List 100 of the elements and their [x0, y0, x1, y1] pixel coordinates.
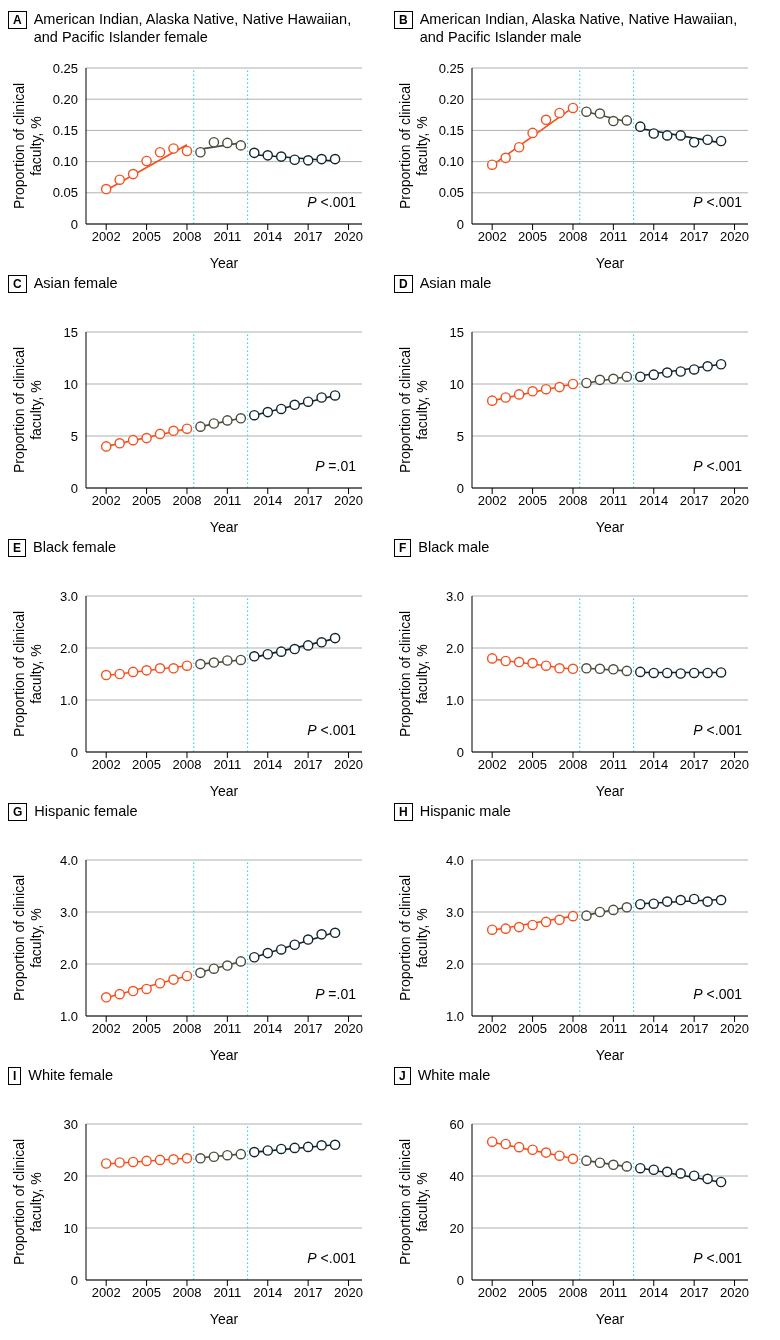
point: [262, 150, 274, 161]
point: [688, 136, 700, 148]
point: [222, 960, 233, 971]
x-axis-title: Year: [595, 1047, 625, 1063]
y-axis-title: Proportion of clinical faculty, %: [11, 610, 44, 738]
text: C: [8, 275, 27, 293]
point: [195, 146, 206, 158]
point: [500, 152, 511, 164]
point: [513, 389, 525, 400]
point: [608, 664, 619, 675]
point: [248, 651, 260, 662]
x-tick-label: 2017: [293, 1021, 323, 1037]
point: [127, 985, 139, 997]
y-tick-label: 0.25: [438, 60, 464, 76]
point: [181, 1153, 193, 1164]
point: [222, 415, 233, 426]
y-tick-label: 1.0: [59, 1008, 78, 1024]
x-tick-label: 2014: [639, 493, 669, 509]
point: [567, 102, 579, 114]
x-tick-label: 2002: [477, 493, 507, 509]
point: [316, 1140, 327, 1151]
point: [329, 390, 341, 401]
x-tick-label: 2020: [720, 1021, 749, 1037]
y-axis-title: Proportion of clinical faculty, %: [397, 610, 430, 738]
y-tick-label: 0: [456, 480, 464, 496]
x-tick-label: 2008: [172, 229, 202, 245]
x-tick-label: 2017: [679, 1285, 709, 1301]
point: [168, 143, 179, 154]
y-tick-label: 0: [456, 744, 464, 760]
x-tick-label: 2005: [518, 757, 548, 773]
point: [634, 371, 646, 383]
chart-title: American Indian, Alaska Native, Native Hawaiian, and Pacific Islander female: [33, 10, 353, 46]
point: [715, 358, 727, 370]
annotation: P <.001: [307, 722, 356, 738]
point: [329, 1139, 341, 1151]
point: [235, 140, 247, 151]
x-tick-label: 2008: [558, 1285, 588, 1301]
y-tick-label: 0: [456, 216, 464, 232]
x-tick-label: 2017: [293, 1285, 323, 1301]
point: [262, 947, 274, 959]
y-tick-label: 0.15: [52, 123, 78, 139]
point: [648, 128, 660, 139]
annotation: P <.001: [693, 722, 742, 738]
point: [100, 669, 112, 681]
point: [127, 434, 139, 446]
x-tick-label: 2011: [599, 1021, 628, 1037]
annotation: P =.01: [315, 986, 356, 1002]
point: [195, 967, 206, 979]
y-tick-label: 15: [63, 324, 78, 340]
point: [302, 155, 314, 166]
point: [275, 151, 287, 162]
point: [554, 107, 565, 119]
point: [688, 364, 700, 375]
point: [154, 428, 166, 440]
point: [527, 385, 538, 397]
x-tick-label: 2002: [91, 757, 121, 773]
point: [567, 663, 579, 675]
y-tick-label: 0: [70, 1272, 78, 1288]
x-tick-label: 2008: [172, 1285, 202, 1301]
x-axis-title: Year: [209, 255, 239, 271]
chart-title: Asian female: [33, 274, 119, 292]
point: [675, 1168, 686, 1179]
point: [289, 1142, 300, 1154]
chart-title: Asian male: [419, 274, 493, 292]
y-tick-label: 0: [70, 216, 78, 232]
chart-title: Hispanic female: [34, 802, 139, 820]
point: [248, 409, 260, 421]
point: [114, 1157, 125, 1168]
y-tick-label: 30: [63, 1116, 78, 1132]
x-tick-label: 2014: [253, 1021, 283, 1037]
point: [262, 406, 274, 418]
point: [540, 383, 552, 395]
x-tick-label: 2002: [91, 229, 121, 245]
point: [715, 1176, 727, 1188]
x-axis-title: Year: [595, 519, 625, 535]
x-tick-label: 2005: [518, 229, 548, 245]
point: [702, 896, 713, 907]
annotation: P =.01: [315, 458, 356, 474]
point: [127, 666, 139, 678]
text: J: [394, 1067, 411, 1085]
point: [275, 403, 287, 415]
y-tick-label: 15: [449, 324, 464, 340]
point: [235, 1148, 247, 1160]
point: [316, 153, 327, 165]
point: [648, 667, 660, 679]
y-tick-label: 20: [63, 1168, 78, 1184]
chart-title: American Indian, Alaska Native, Native Hawaiian, and Pacific Islander male: [419, 10, 739, 46]
x-tick-label: 2005: [132, 229, 162, 245]
point: [513, 656, 525, 668]
point: [702, 667, 713, 679]
x-tick-label: 2005: [132, 493, 162, 509]
point: [316, 929, 327, 940]
x-tick-label: 2011: [599, 493, 628, 509]
x-tick-label: 2008: [172, 493, 202, 509]
y-axis-title: Proportion of clinical faculty, %: [11, 82, 44, 210]
x-tick-label: 2014: [639, 1021, 669, 1037]
y-axis-title: Proportion of clinical faculty, %: [397, 346, 430, 474]
point: [567, 378, 579, 390]
x-tick-label: 2014: [253, 757, 283, 773]
point: [302, 1141, 314, 1153]
